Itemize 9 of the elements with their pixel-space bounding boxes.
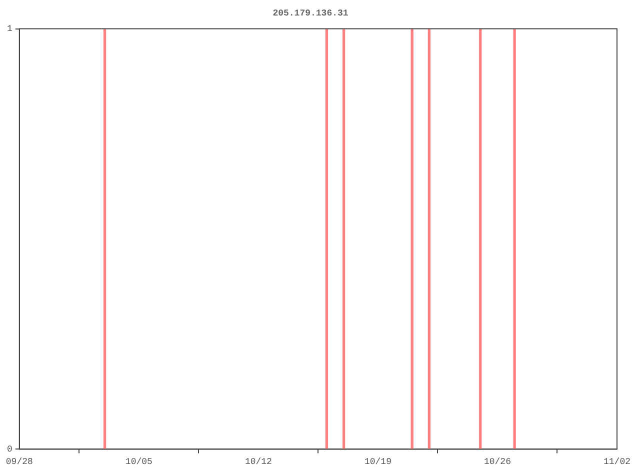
x-tick-label: 10/05 [125,456,152,467]
x-tick-label: 10/12 [244,456,272,467]
x-tick-label: 10/19 [364,456,392,467]
y-tick-label: 1 [6,24,12,34]
x-tick-label: 09/28 [6,456,33,467]
y-tick-label: 0 [6,444,12,455]
chart-title: 205.179.136.31 [272,8,349,19]
x-tick-label: 10/26 [484,456,511,467]
x-tick-label: 11/02 [603,456,631,467]
